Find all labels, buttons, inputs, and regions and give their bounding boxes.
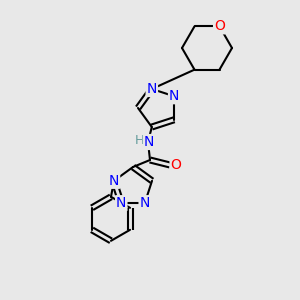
Text: N: N <box>116 196 126 210</box>
Text: N: N <box>109 174 119 188</box>
Text: N: N <box>169 89 179 103</box>
Text: N: N <box>147 82 157 96</box>
Text: N: N <box>144 135 154 149</box>
Text: O: O <box>214 19 225 33</box>
Text: O: O <box>171 158 182 172</box>
Text: H: H <box>134 134 144 148</box>
Text: N: N <box>140 196 150 210</box>
